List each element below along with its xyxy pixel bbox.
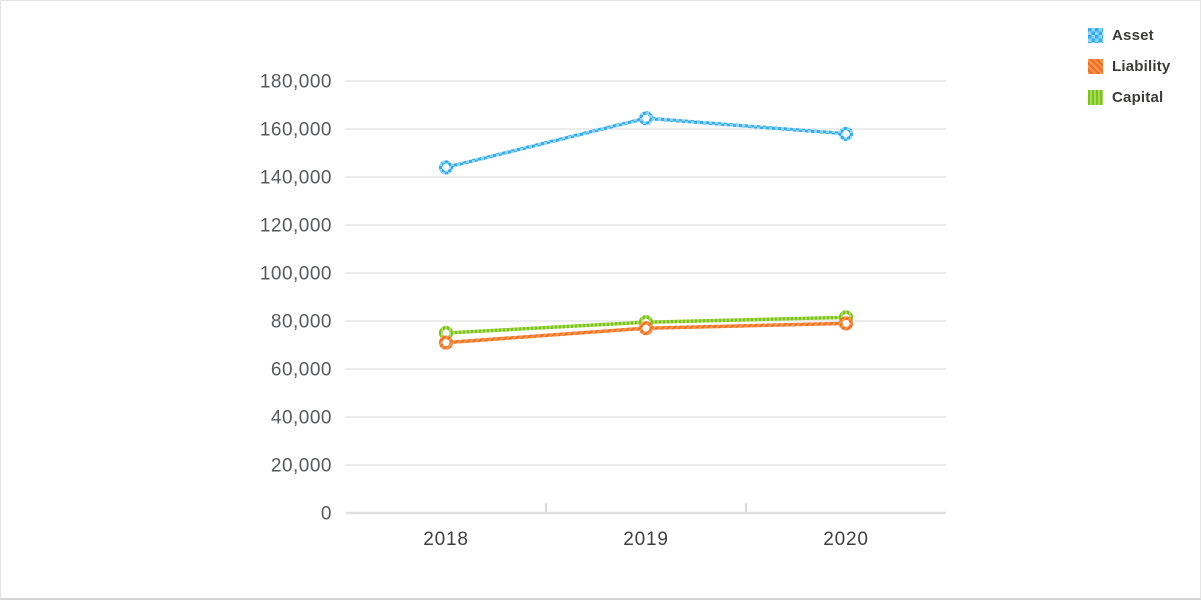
y-axis-tick-label: 180,000 bbox=[260, 72, 332, 93]
y-axis-tick-label: 140,000 bbox=[260, 168, 332, 189]
data-point-asset-2018[interactable] bbox=[438, 160, 454, 175]
legend-label-capital: Capital bbox=[1112, 89, 1164, 106]
series-asset bbox=[438, 111, 854, 175]
asset-swatch-icon bbox=[1088, 28, 1103, 43]
legend-item-capital[interactable]: Capital bbox=[1088, 89, 1170, 106]
x-axis-tick-label: 2018 bbox=[423, 529, 468, 550]
y-axis-tick-label: 60,000 bbox=[271, 360, 332, 381]
data-point-liability-2019[interactable] bbox=[638, 321, 654, 336]
y-axis-tick-label: 120,000 bbox=[260, 216, 332, 237]
y-axis-tick-label: 100,000 bbox=[260, 264, 332, 285]
x-axis-tick-label: 2019 bbox=[623, 529, 668, 550]
data-point-liability-2020[interactable] bbox=[838, 316, 854, 331]
series-liability bbox=[438, 316, 854, 350]
data-point-liability-2018[interactable] bbox=[438, 335, 454, 350]
capital-swatch-icon bbox=[1088, 90, 1103, 105]
liability-swatch-icon bbox=[1088, 59, 1103, 74]
y-axis-tick-label: 40,000 bbox=[271, 408, 332, 429]
chart-legend: Asset Liability Capital bbox=[1088, 27, 1170, 106]
legend-item-liability[interactable]: Liability bbox=[1088, 58, 1170, 75]
y-axis-tick-label: 80,000 bbox=[271, 312, 332, 333]
y-axis-tick-label: 0 bbox=[321, 504, 332, 525]
data-point-asset-2019[interactable] bbox=[638, 111, 654, 126]
legend-label-asset: Asset bbox=[1112, 27, 1154, 44]
legend-item-asset[interactable]: Asset bbox=[1088, 27, 1170, 44]
legend-label-liability: Liability bbox=[1112, 58, 1171, 75]
y-axis-tick-label: 160,000 bbox=[260, 120, 332, 141]
data-point-asset-2020[interactable] bbox=[838, 126, 854, 141]
y-axis-tick-label: 20,000 bbox=[271, 456, 332, 477]
series-line-asset bbox=[445, 116, 847, 170]
x-axis-tick-label: 2020 bbox=[823, 529, 868, 550]
